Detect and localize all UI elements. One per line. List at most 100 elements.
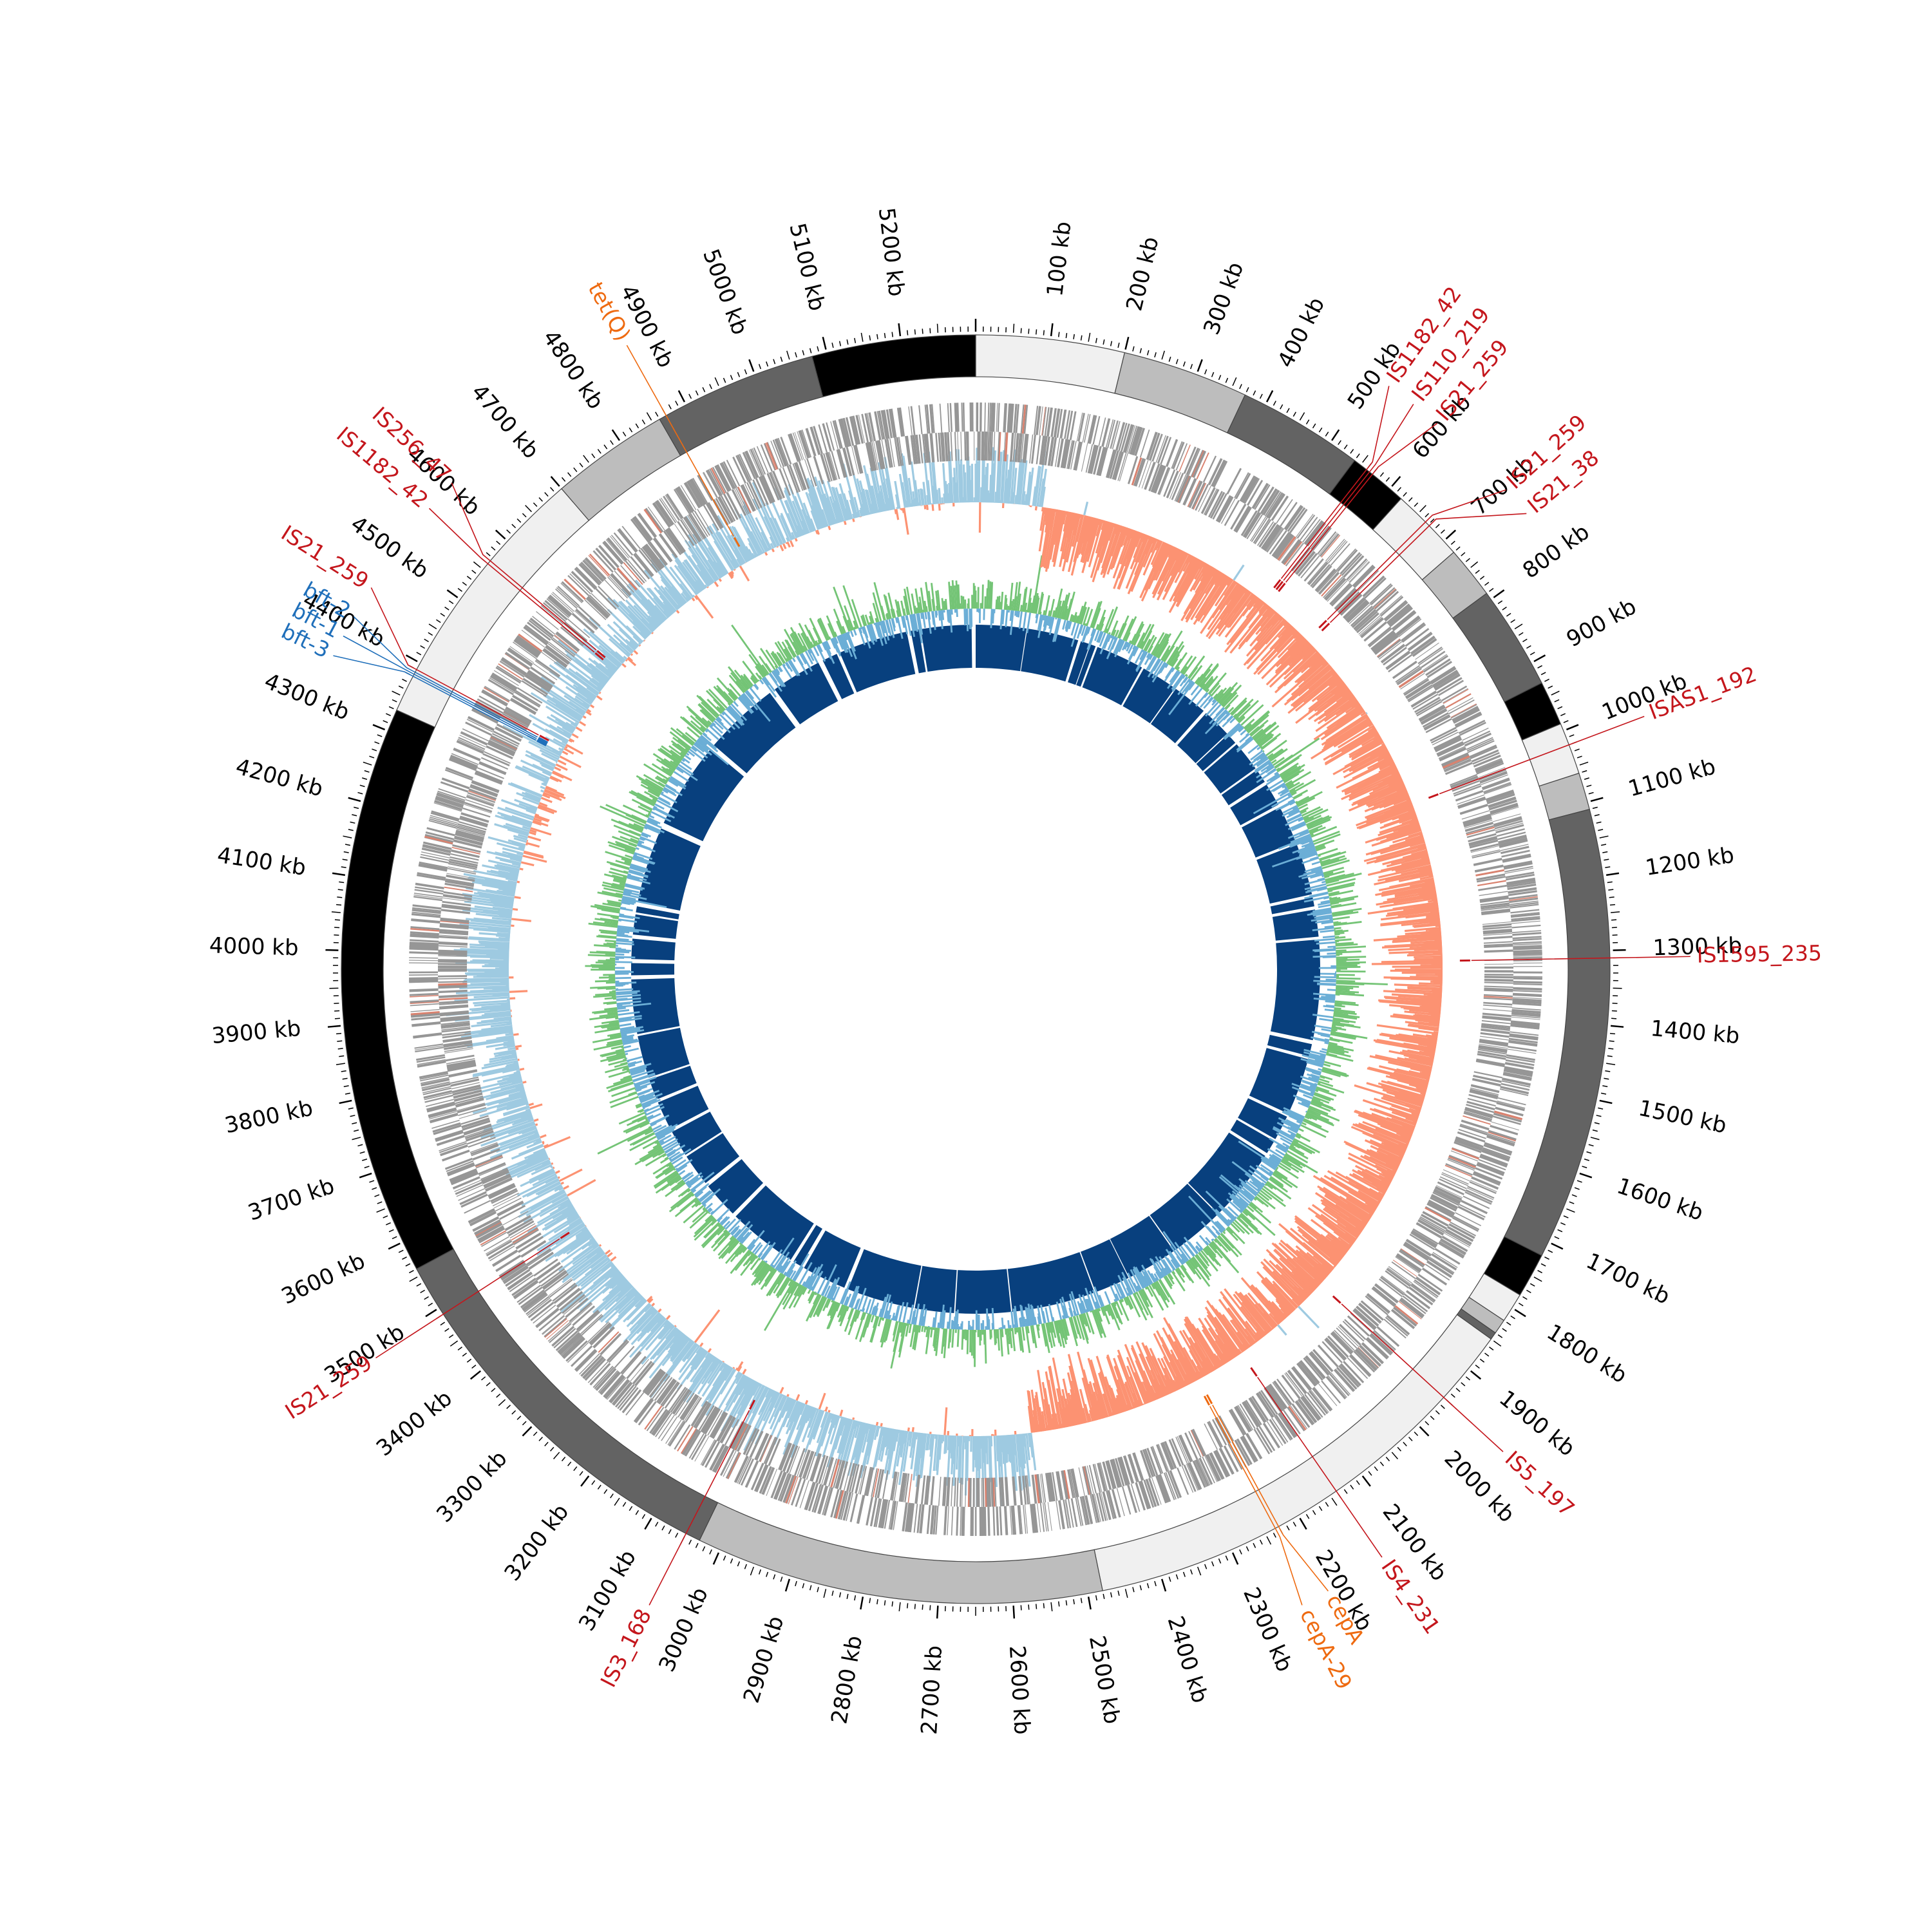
gc-content-bar (681, 1172, 691, 1180)
gc-content-bar (1044, 595, 1050, 616)
gc-content-bar (660, 1135, 676, 1146)
gc-content-bar (623, 1119, 649, 1133)
gc-skew-bar (621, 663, 627, 668)
gc-content-bar (661, 1138, 678, 1149)
gc-content-bar (1307, 1073, 1320, 1079)
gc-content-bar (1255, 756, 1268, 766)
gc-content-bar (1163, 645, 1175, 663)
gc-content-bar (1283, 1156, 1289, 1162)
alignment-block (1082, 647, 1142, 706)
gc-content-bar (768, 1273, 784, 1296)
gc-content-bar (1236, 699, 1259, 722)
gc-content-bar (692, 1189, 697, 1193)
gc-content-bar (1275, 1145, 1287, 1153)
gc-content-bar (1331, 1027, 1347, 1031)
gc-content-bar (678, 1170, 686, 1176)
gc-content-bar (853, 1307, 856, 1309)
gc-content-bar (1267, 761, 1272, 766)
gc-content-bar (656, 1141, 660, 1145)
gc-content-bar (616, 938, 629, 941)
gc-content-bar (1110, 620, 1119, 636)
gc-content-bar (1242, 726, 1244, 728)
gc-content-bar (692, 1209, 708, 1223)
gc-content-bar (1266, 1181, 1277, 1190)
gc-content-bar (1211, 699, 1217, 706)
gc-content-bar (1323, 866, 1345, 875)
gc-content-bar (920, 612, 923, 620)
gc-content-bar (1127, 644, 1134, 654)
gc-content-bar (922, 612, 926, 629)
gc-content-bar (1323, 1061, 1341, 1067)
alignment-block (1242, 807, 1296, 858)
gc-content-bar (883, 1294, 892, 1319)
gc-content-bar (1280, 1137, 1292, 1145)
gc-content-bar (1039, 1304, 1046, 1323)
gc-content-bar (817, 1276, 827, 1294)
gc-content-bar (1321, 857, 1347, 867)
gc-content-bar (1255, 1164, 1272, 1177)
gc-content-bar (1199, 695, 1211, 708)
gc-content-bar (1298, 849, 1316, 857)
gc-content-bar (1247, 714, 1269, 734)
gc-skew-bar (840, 1416, 843, 1419)
gc-content-bar (1001, 609, 1005, 625)
gc-content-bar (1010, 1311, 1014, 1329)
gc-content-bar (1180, 655, 1193, 674)
gc-content-bar (1048, 1303, 1054, 1322)
gc-content-bar (1081, 1294, 1090, 1312)
gc-content-bar (1099, 623, 1104, 632)
gc-content-bar (1165, 1249, 1180, 1268)
gc-skew-bar (557, 759, 567, 766)
gc-content-bar (615, 947, 621, 950)
gc-content-bar (1220, 1174, 1253, 1202)
gc-content-bar (639, 1146, 663, 1161)
alignment-block (1267, 1034, 1312, 1056)
gc-skew-bar (535, 1123, 538, 1126)
gc-content-bar (1194, 1255, 1212, 1277)
gc-content-bar (724, 1227, 726, 1229)
gc-content-bar (667, 1174, 681, 1184)
gc-content-bar (1012, 1308, 1017, 1328)
gc-content-bar (1229, 717, 1236, 724)
gc-content-bar (1164, 1255, 1175, 1271)
gc-content-bar (1188, 1259, 1197, 1270)
gc-content-bar (1329, 896, 1341, 901)
gc-content-bar (1146, 656, 1156, 671)
gc-skew-bar (599, 692, 601, 694)
gc-content-bar (932, 611, 936, 630)
gc-content-bar (1009, 610, 1014, 635)
gc-content-bar (849, 1309, 858, 1327)
gc-content-bar (1287, 783, 1294, 789)
gc-skew-bar (535, 813, 540, 817)
gc-content-bar (868, 1298, 875, 1314)
gc-content-bar (873, 1316, 878, 1329)
gc-content-bar (719, 1216, 728, 1225)
gc-content-bar (807, 1289, 811, 1294)
gc-content-bar (627, 873, 631, 876)
gc-content-bar (1065, 620, 1071, 632)
gc-content-bar (1240, 729, 1247, 736)
gc-content-bar (760, 1244, 772, 1260)
gc-content-bar (1334, 936, 1346, 939)
gc-content-bar (644, 1130, 654, 1135)
gc-skew-bar (564, 746, 568, 749)
gc-skew-bar (517, 1058, 520, 1061)
gc-content-bar (1253, 1197, 1257, 1201)
gc-content-bar (1281, 1159, 1292, 1166)
gc-content-bar (1296, 1133, 1311, 1142)
gc-content-bar (1300, 1083, 1316, 1091)
gc-content-bar (1046, 616, 1051, 626)
gc-content-bar (1300, 1124, 1327, 1138)
gc-content-bar (1333, 921, 1362, 927)
gc-skew-bar (779, 1387, 784, 1394)
gc-content-bar (953, 1316, 956, 1330)
gc-content-bar (871, 1307, 875, 1315)
gc-content-bar (1150, 1273, 1157, 1282)
gc-content-bar (665, 779, 668, 782)
gc-content-bar (778, 666, 783, 672)
gc-skew-bar (658, 1308, 662, 1313)
gc-content-bar (1251, 1179, 1264, 1189)
gc-content-bar (1220, 1233, 1235, 1249)
gc-content-bar (1224, 1229, 1226, 1232)
gc-content-bar (1290, 833, 1311, 844)
